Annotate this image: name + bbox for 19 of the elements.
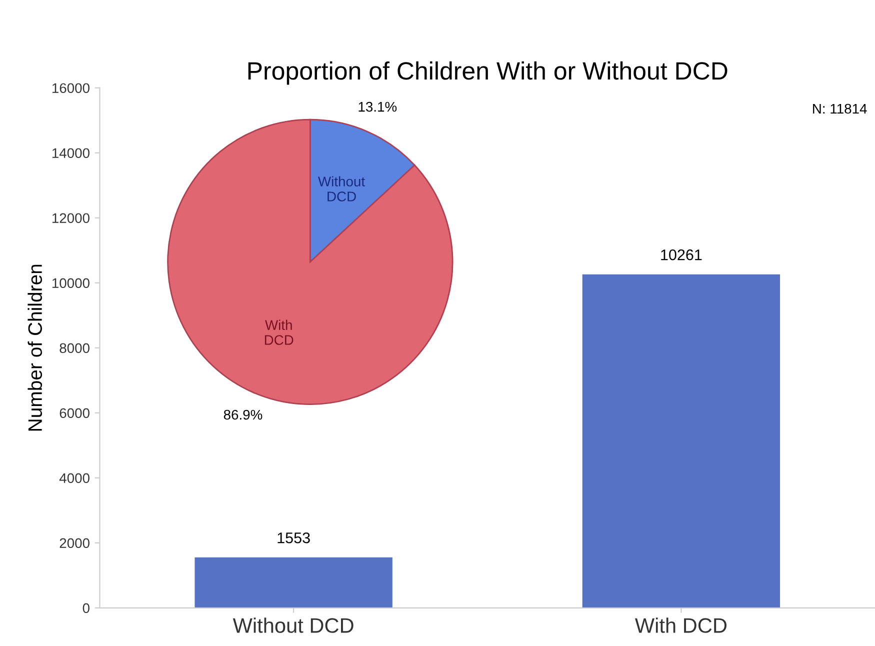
y-axis-title: Number of Children — [28, 264, 42, 431]
pie-slice — [167, 118, 454, 406]
slice-label: Without DCD — [318, 176, 365, 202]
y-tick-label: 14000 — [52, 148, 90, 158]
y-tick-label: 0 — [82, 603, 90, 614]
data-label: 10261 — [661, 249, 702, 260]
y-tick-label: 12000 — [52, 213, 90, 224]
chart-title: Proportion of Children With or Without DCD — [248, 61, 728, 85]
data-label: 1553 — [278, 532, 310, 544]
y-tick-label: 2000 — [60, 538, 90, 548]
y-tick-label: 6000 — [60, 408, 90, 418]
y-tick-label: 16000 — [52, 83, 90, 94]
annotation: N: 11814 — [813, 104, 867, 114]
slice-label: With DCD — [264, 320, 294, 345]
y-tick-label: 10000 — [52, 278, 90, 288]
y-tick-label: 8000 — [60, 343, 90, 354]
data-label: 86.9% — [224, 410, 262, 420]
data-label: 13.1% — [358, 102, 397, 112]
y-tick-label: 4000 — [59, 473, 90, 484]
